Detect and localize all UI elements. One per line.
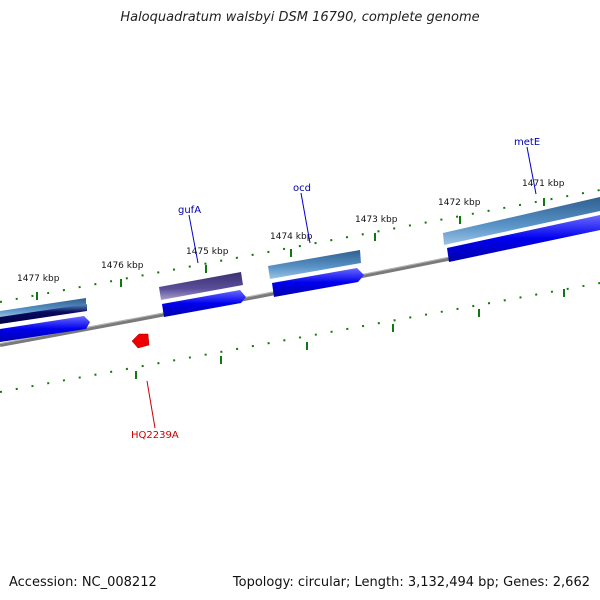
gene-bar-ocd[interactable]	[268, 250, 361, 279]
cds-arrow-ocd[interactable]	[272, 268, 364, 297]
ruler-label-1477: 1477 kbp	[17, 274, 60, 284]
gene-bar-gufA[interactable]	[159, 272, 243, 300]
ruler-ticks-inner	[0, 282, 600, 393]
cds-arrow-metE[interactable]	[447, 215, 600, 262]
cds-arrow-gufA[interactable]	[162, 290, 246, 317]
gene-marker-HQ2239A[interactable]	[131, 333, 150, 349]
ruler-label-1476: 1476 kbp	[101, 261, 144, 271]
gene-label-ocd[interactable]: ocd	[293, 183, 311, 194]
gene-bar-left-upper[interactable]	[0, 298, 86, 318]
accession-text: Accession: NC_008212	[9, 575, 157, 590]
leader-line-gufA	[188, 214, 199, 264]
ruler-label-1475: 1475 kbp	[186, 247, 229, 257]
ruler-major-ticks	[36, 198, 545, 300]
ruler-label-1474: 1474 kbp	[270, 232, 313, 242]
leader-line-ocd	[300, 192, 311, 244]
gene-label-HQ2239A[interactable]: HQ2239A	[131, 430, 179, 441]
ruler-ticks-outer	[0, 189, 600, 303]
map-title: Haloquadratum walsbyi DSM 16790, complet…	[120, 10, 480, 25]
topology-text: Topology: circular; Length: 3,132,494 bp…	[232, 575, 590, 590]
gene-label-gufA[interactable]: gufA	[178, 205, 201, 216]
ruler-label-1471: 1471 kbp	[522, 179, 565, 189]
leader-line-metE	[526, 146, 537, 195]
ruler-label-1472: 1472 kbp	[438, 198, 481, 208]
cds-arrow-left[interactable]	[0, 316, 90, 342]
gene-label-metE[interactable]: metE	[514, 137, 540, 148]
gene-bar-metE[interactable]	[443, 197, 600, 245]
ruler-label-1473: 1473 kbp	[355, 215, 398, 225]
gene-bar-left-navy[interactable]	[0, 304, 87, 324]
leader-line-HQ2239A	[146, 380, 156, 429]
